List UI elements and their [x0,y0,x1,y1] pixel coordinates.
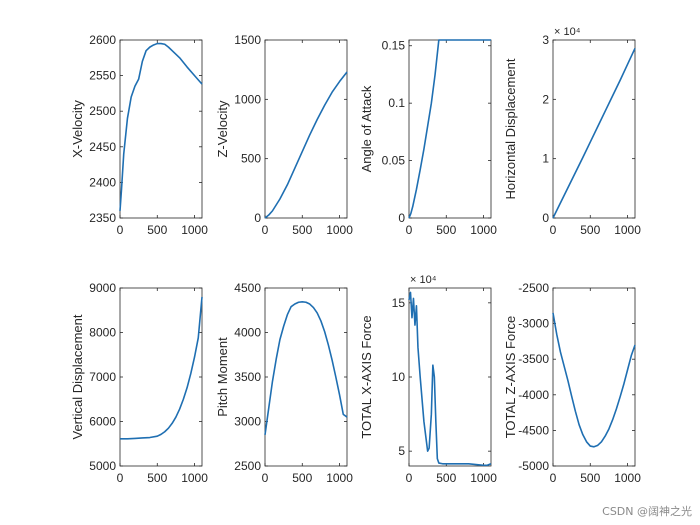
exponent-label: × 10⁴ [410,274,437,286]
y-tick-label: 4500 [234,281,261,295]
y-tick-label: 9000 [89,281,116,295]
y-tick-label: 0 [254,211,261,225]
series-line [552,47,636,219]
y-tick-label: 8000 [89,326,116,340]
axes-box [552,39,636,219]
y-axis-label: TOTAL X-AXIS Force [359,315,374,438]
y-tick-label: 1000 [234,92,261,106]
y-tick-label: 15 [392,296,406,310]
y-tick-label: 4000 [234,326,261,340]
x-tick-label: 1000 [181,223,208,237]
subplot-6: 0 500 1000 2500 3000 3500 4000 4500 Pitch Moment [215,281,353,485]
x-tick-label: 1000 [614,471,641,485]
watermark: CSDN @阔神之光 [602,505,692,518]
x-tick-label: 0 [550,223,557,237]
x-tick-label: 0 [117,471,124,485]
axes-box [552,287,636,467]
y-tick-label: 5000 [89,459,116,473]
y-tick-label: -2500 [518,281,549,295]
series-line [119,42,203,211]
x-tick-label: 0 [117,223,124,237]
series-line [408,39,491,219]
y-tick-label: 3000 [234,415,261,429]
x-tick-label: 1000 [470,223,497,237]
y-tick-label: 2 [542,92,549,106]
x-tick-label: 500 [147,471,167,485]
exponent-label: × 10⁴ [554,26,581,38]
y-tick-label: -5000 [518,459,549,473]
x-tick-label: 0 [262,471,269,485]
x-tick-label: 0 [262,223,269,237]
subplot-7: 0 500 1000 5 10 15 × 10⁴ TOTAL X-AXIS Force [359,274,497,485]
y-tick-label: 2450 [89,140,116,154]
x-tick-label: 1000 [181,471,208,485]
axes-box [408,287,492,467]
y-tick-label: 500 [241,152,261,166]
x-tick-label: 1000 [470,471,497,485]
y-tick-label: 5 [398,444,405,458]
y-tick-label: 3500 [234,370,261,384]
x-tick-label: 500 [292,223,312,237]
subplot-1: 0 500 1000 2350 2400 2450 2500 2550 2600 X-Veloci… [70,33,208,237]
y-axis-label: Angle of Attack [359,85,374,172]
y-tick-label: -4500 [518,423,549,437]
y-axis-label: Vertical Displacement [70,314,85,439]
y-tick-label: 2400 [89,175,116,189]
subplot-2: 0 500 1000 0 500 1000 1500 Z-Velocity [215,33,353,237]
x-tick-label: 500 [436,471,456,485]
y-tick-label: 10 [392,370,406,384]
y-tick-label: 1500 [234,33,261,47]
y-tick-label: 1 [542,152,549,166]
x-tick-label: 500 [292,471,312,485]
y-axis-label: Z-Velocity [215,100,230,158]
y-tick-label: 2500 [89,104,116,118]
x-tick-label: 1000 [326,471,353,485]
axes-box [119,287,203,467]
x-tick-label: 500 [147,223,167,237]
y-tick-label: 0 [542,211,549,225]
axes-box [408,39,492,219]
series-line [264,301,348,435]
x-tick-label: 500 [580,223,600,237]
axes-box [264,39,348,219]
y-axis-label: Pitch Moment [215,337,230,417]
y-tick-label: 2500 [234,459,261,473]
y-axis-label: Horizontal Displacement [503,58,518,199]
subplot-3: 0 500 1000 0 0.05 0.1 0.15 Angle of Attack [359,39,497,237]
y-tick-label: 6000 [89,415,116,429]
y-tick-label: 0.15 [382,39,406,53]
series-line [120,296,203,440]
y-tick-label: -3000 [518,317,549,331]
x-tick-label: 0 [550,471,557,485]
subplot-4: 0 500 1000 0 1 2 3 × 10⁴ Horizontal Displacement [503,26,641,237]
x-tick-label: 1000 [326,223,353,237]
y-tick-label: 0.1 [388,96,405,110]
y-tick-label: 2550 [89,69,116,83]
series-line [408,291,492,467]
y-tick-label: 2350 [89,211,116,225]
subplot-8: 0 500 1000 -5000 -4500 -4000 -3500 -3000 -2500 TO… [503,281,641,485]
y-tick-label: 3 [542,33,549,47]
series-line [552,312,636,448]
axes-box [119,39,203,219]
subplot-5: 0 500 1000 5000 6000 7000 8000 9000 Vertical Dis… [70,281,208,485]
x-tick-label: 500 [580,471,600,485]
series-line [264,71,348,219]
y-tick-label: -3500 [518,352,549,366]
x-tick-label: 0 [406,223,413,237]
x-tick-label: 1000 [614,223,641,237]
y-axis-label: TOTAL Z-AXIS Force [503,316,518,439]
y-tick-label: 0.05 [382,154,406,168]
axes-box [264,287,348,467]
x-tick-label: 0 [406,471,413,485]
y-axis-label: X-Velocity [70,100,85,158]
y-tick-label: 2600 [89,33,116,47]
y-tick-label: 7000 [89,370,116,384]
y-tick-label: 0 [398,211,405,225]
y-tick-label: -4000 [518,388,549,402]
x-tick-label: 500 [436,223,456,237]
